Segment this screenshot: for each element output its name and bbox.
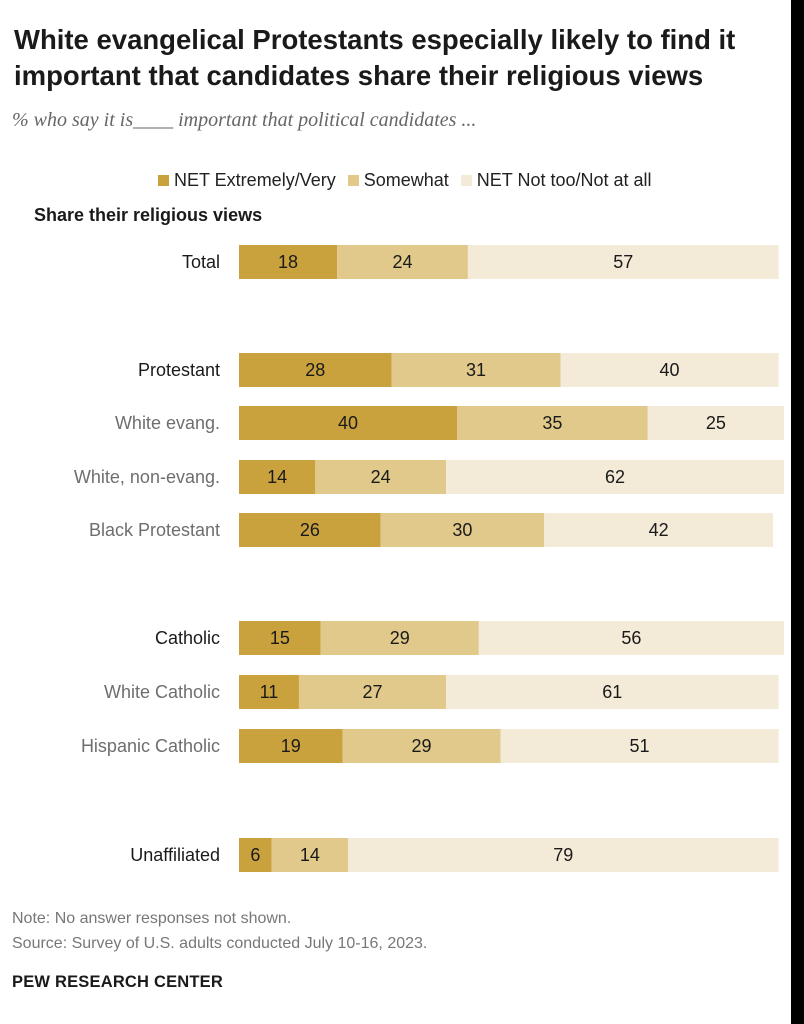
bar-white-non-evang-extremely-very <box>239 460 316 494</box>
bar-black-protestant-somewhat <box>380 513 545 547</box>
value-label-white-catholic-not-too: 61 <box>602 682 622 702</box>
chart-title: White evangelical Protestants especially… <box>14 24 736 91</box>
bar-unaffiliated-extremely-very <box>239 838 272 872</box>
value-label-protestant-somewhat: 31 <box>466 360 486 380</box>
bar-white-evang-somewhat <box>457 406 648 440</box>
value-label-black-protestant-somewhat: 30 <box>452 520 472 540</box>
value-label-protestant-extremely-very: 28 <box>305 360 325 380</box>
bar-unaffiliated-not-too <box>348 838 779 872</box>
chart-note: Note: No answer responses not shown. <box>12 910 292 927</box>
legend-label-extremely-very: NET Extremely/Very <box>174 169 336 190</box>
value-label-white-catholic-extremely-very: 11 <box>260 682 279 702</box>
value-label-catholic-extremely-very: 15 <box>270 628 290 648</box>
value-label-hispanic-catholic-extremely-very: 19 <box>281 736 301 756</box>
value-label-white-evang-somewhat: 35 <box>542 413 562 433</box>
bar-hispanic-catholic-extremely-very <box>239 729 343 763</box>
category-label-white-non-evang: White, non-evang. <box>74 467 220 487</box>
legend-item-extremely-very: NET Extremely/Very <box>158 170 336 191</box>
value-label-white-evang-not-too: 25 <box>706 413 726 433</box>
org-footer: PEW RESEARCH CENTER <box>12 973 223 991</box>
legend-item-not-too: NET Not too/Not at all <box>460 169 652 191</box>
category-label-catholic: Catholic <box>155 628 220 648</box>
legend-item-somewhat: Somewhat <box>347 169 449 191</box>
section-header: Share their religious views <box>34 205 263 225</box>
bar-white-evang-not-too <box>647 406 784 440</box>
bar-total-not-too <box>467 245 779 279</box>
bar-white-evang-extremely-very <box>239 406 457 440</box>
value-label-unaffiliated-somewhat: 14 <box>300 845 320 865</box>
category-label-black-protestant: Black Protestant <box>89 520 220 540</box>
bar-protestant-not-too <box>560 353 779 387</box>
bar-total-somewhat <box>337 245 468 279</box>
value-label-unaffiliated-not-too: 79 <box>553 845 573 865</box>
value-label-protestant-not-too: 40 <box>660 360 680 380</box>
bar-white-catholic-somewhat <box>298 675 447 709</box>
category-label-white-catholic: White Catholic <box>104 682 220 702</box>
bar-protestant-somewhat <box>391 353 561 387</box>
bar-total-extremely-very <box>239 245 338 279</box>
chart-legend: NET Extremely/Very Somewhat NET Not too/… <box>158 168 664 192</box>
bar-protestant-extremely-very <box>239 353 392 387</box>
category-label-total: Total <box>182 252 220 272</box>
bar-black-protestant-extremely-very <box>239 513 381 547</box>
value-label-white-evang-extremely-very: 40 <box>338 413 358 433</box>
value-label-white-catholic-somewhat: 27 <box>363 682 383 702</box>
bar-unaffiliated-somewhat <box>271 838 348 872</box>
legend-swatch-not-too <box>460 174 472 186</box>
bar-catholic-not-too <box>478 621 784 655</box>
bar-catholic-extremely-very <box>239 621 321 655</box>
value-label-white-non-evang-not-too: 62 <box>605 467 625 487</box>
value-label-total-extremely-very: 18 <box>278 252 298 272</box>
value-label-catholic-not-too: 56 <box>621 628 641 648</box>
value-label-black-protestant-not-too: 42 <box>649 520 669 540</box>
value-label-total-somewhat: 24 <box>392 252 412 272</box>
bar-white-catholic-extremely-very <box>239 675 299 709</box>
legend-label-somewhat: Somewhat <box>363 169 449 190</box>
value-label-black-protestant-extremely-very: 26 <box>300 520 320 540</box>
value-label-total-not-too: 57 <box>613 252 633 272</box>
bar-catholic-somewhat <box>320 621 479 655</box>
category-label-protestant: Protestant <box>138 360 220 380</box>
category-label-white-evang: White evang. <box>115 413 220 433</box>
value-label-hispanic-catholic-somewhat: 29 <box>412 736 432 756</box>
bar-hispanic-catholic-somewhat <box>342 729 501 763</box>
bar-white-non-evang-somewhat <box>315 460 447 494</box>
chart-subtitle: % who say it is____ important that polit… <box>12 109 477 131</box>
category-label-unaffiliated: Unaffiliated <box>130 845 220 865</box>
bar-black-protestant-not-too <box>544 513 774 547</box>
bar-white-non-evang-not-too <box>446 460 784 494</box>
value-label-white-non-evang-somewhat: 24 <box>371 467 391 487</box>
legend-label-not-too: NET Not too/Not at all <box>476 169 652 190</box>
legend-swatch-extremely-very <box>158 174 169 186</box>
bar-hispanic-catholic-not-too <box>500 729 779 763</box>
chart-source: Source: Survey of U.S. adults conducted … <box>12 935 428 952</box>
value-label-white-non-evang-extremely-very: 14 <box>267 467 287 487</box>
category-label-hispanic-catholic: Hispanic Catholic <box>81 736 220 756</box>
value-label-unaffiliated-extremely-very: 6 <box>250 845 260 865</box>
value-label-hispanic-catholic-not-too: 51 <box>630 736 650 756</box>
bar-white-catholic-not-too <box>446 675 779 709</box>
legend-swatch-somewhat <box>347 174 359 186</box>
value-label-catholic-somewhat: 29 <box>390 628 410 648</box>
